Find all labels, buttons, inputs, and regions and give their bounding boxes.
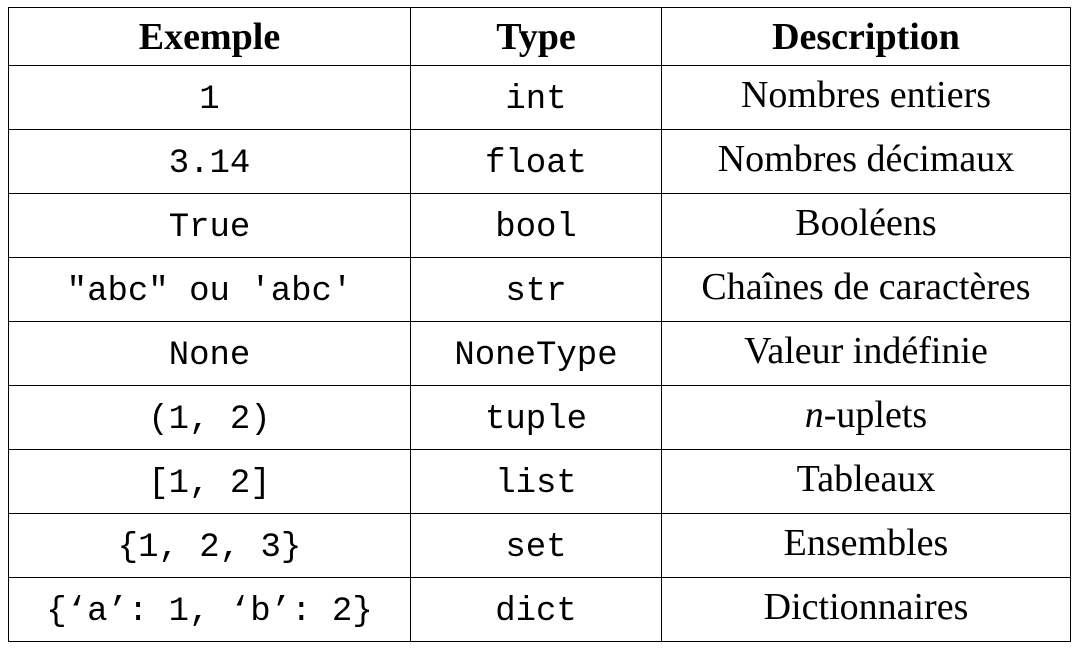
type-cell: tuple — [410, 385, 662, 450]
description-value: n-uplets — [805, 394, 927, 436]
description-cell: Chaînes de caractères — [661, 257, 1071, 322]
table-body: 1 int Nombres entiers 3.14 float Nombres… — [8, 65, 1071, 642]
description-suffix: -uplets — [823, 393, 928, 436]
table-header: Exemple Type Description — [8, 7, 1071, 66]
type-cell: str — [410, 257, 662, 322]
table-row: True bool Booléens — [8, 193, 1071, 258]
description-value: Valeur indéfinie — [744, 329, 988, 372]
type-value: dict — [495, 592, 577, 631]
table-row: [1, 2] list Tableaux — [8, 449, 1071, 514]
description-value: Nombres entiers — [740, 73, 992, 116]
example-value: 1 — [199, 80, 220, 119]
type-cell: dict — [410, 577, 662, 642]
description-value: Nombres décimaux — [717, 137, 1015, 180]
table-row: 1 int Nombres entiers — [8, 65, 1071, 130]
type-cell: list — [410, 449, 662, 514]
example-cell: (1, 2) — [8, 385, 411, 450]
type-value: NoneType — [454, 336, 618, 375]
header-description: Description — [661, 7, 1071, 66]
type-value: bool — [495, 208, 577, 247]
type-value: set — [505, 528, 567, 567]
description-value: Dictionnaires — [763, 585, 969, 628]
example-value: "abc" ou 'abc' — [66, 272, 353, 311]
description-value: Chaînes de caractères — [701, 265, 1031, 308]
type-cell: float — [410, 129, 662, 194]
example-cell: True — [8, 193, 411, 258]
description-cell: Dictionnaires — [661, 577, 1071, 642]
example-cell: 1 — [8, 65, 411, 130]
type-value: list — [495, 464, 577, 503]
type-value: str — [505, 272, 567, 311]
example-cell: None — [8, 321, 411, 386]
example-cell: {1, 2, 3} — [8, 513, 411, 578]
python-types-table: Exemple Type Description 1 int Nombres e… — [8, 7, 1071, 642]
description-cell: Valeur indéfinie — [661, 321, 1071, 386]
description-cell: Ensembles — [661, 513, 1071, 578]
example-value: (1, 2) — [148, 400, 271, 439]
description-value: Ensembles — [783, 521, 949, 564]
type-value: tuple — [484, 400, 588, 439]
table-row: 3.14 float Nombres décimaux — [8, 129, 1071, 194]
header-type: Type — [410, 7, 662, 66]
example-cell: {‘a’: 1, ‘b’: 2} — [8, 577, 411, 642]
description-cell: Tableaux — [661, 449, 1071, 514]
description-value: Booléens — [795, 201, 937, 244]
example-cell: 3.14 — [8, 129, 411, 194]
header-example: Exemple — [8, 7, 411, 66]
type-cell: bool — [410, 193, 662, 258]
description-italic-prefix: n — [804, 393, 824, 436]
example-value: [1, 2] — [148, 464, 271, 503]
table-row: {‘a’: 1, ‘b’: 2} dict Dictionnaires — [8, 577, 1071, 642]
example-value: {1, 2, 3} — [117, 528, 302, 567]
example-value: {‘a’: 1, ‘b’: 2} — [46, 592, 373, 631]
type-cell: int — [410, 65, 662, 130]
header-row: Exemple Type Description — [8, 7, 1071, 66]
table-row: "abc" ou 'abc' str Chaînes de caractères — [8, 257, 1071, 322]
description-cell: n-uplets — [661, 385, 1071, 450]
table-row: (1, 2) tuple n-uplets — [8, 385, 1071, 450]
type-cell: NoneType — [410, 321, 662, 386]
type-value: int — [505, 80, 567, 119]
example-value: True — [168, 208, 251, 247]
example-cell: "abc" ou 'abc' — [8, 257, 411, 322]
type-value: float — [484, 144, 588, 183]
table-row: {1, 2, 3} set Ensembles — [8, 513, 1071, 578]
example-value: None — [168, 336, 251, 375]
type-cell: set — [410, 513, 662, 578]
example-value: 3.14 — [168, 144, 251, 183]
description-value: Tableaux — [796, 457, 936, 500]
description-cell: Nombres décimaux — [661, 129, 1071, 194]
example-cell: [1, 2] — [8, 449, 411, 514]
description-cell: Booléens — [661, 193, 1071, 258]
table-row: None NoneType Valeur indéfinie — [8, 321, 1071, 386]
description-cell: Nombres entiers — [661, 65, 1071, 130]
